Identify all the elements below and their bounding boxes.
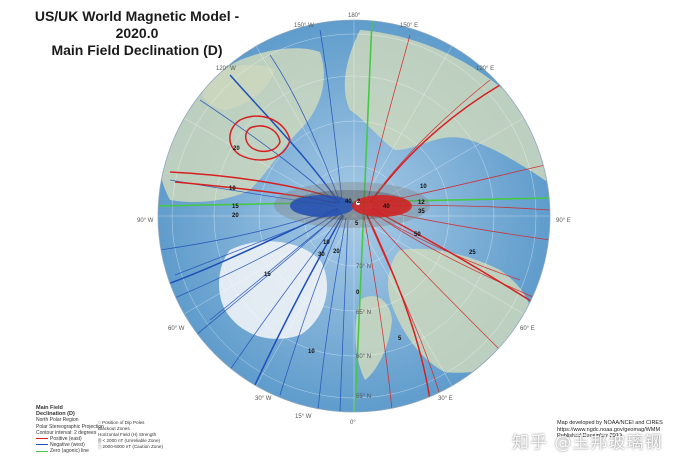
contour-label: 5 <box>355 221 359 227</box>
longitude-label: 30° W <box>255 396 272 402</box>
contour-label: 15 <box>232 204 239 210</box>
map-title: US/UK World Magnetic Model - 2020.0 Main… <box>22 8 252 59</box>
dip-pole-marker <box>356 201 360 205</box>
contour-label: 12 <box>418 200 425 206</box>
positive-contours-major <box>169 84 546 401</box>
blackout-legend: ○ Position of Dip Poles Blackout Zones H… <box>98 420 163 450</box>
legend-interval: Contour interval: 2 degrees <box>36 429 97 436</box>
contour-label: 15 <box>264 272 271 278</box>
contour-label: 0 <box>356 290 360 296</box>
contour-label: 10 <box>420 184 427 190</box>
latitude-label: 55° N <box>356 394 371 400</box>
longitude-label: 120° E <box>476 66 494 72</box>
longitude-label: 60° W <box>168 326 185 332</box>
longitude-label: 90° E <box>556 218 571 224</box>
landmass-asia <box>344 30 550 185</box>
legend-blackout-heading: Blackout Zones <box>98 426 130 431</box>
contour-label: 30 <box>318 252 325 258</box>
legend-positive: Positive (east) <box>36 436 104 442</box>
contour-label: 20 <box>333 249 340 255</box>
legend-zero: Zero (agonic) line <box>36 448 104 454</box>
landmass-greenland <box>218 241 328 339</box>
contour-label: 40 <box>383 204 390 210</box>
zero-swatch <box>36 450 48 452</box>
contour-label: 10 <box>308 349 315 355</box>
longitude-label: 150° E <box>400 23 418 29</box>
longitude-label: 15° W <box>295 414 312 420</box>
longitude-label: 180° <box>348 13 361 19</box>
negative-pole-region <box>290 195 354 217</box>
negative-contours-major <box>164 74 344 386</box>
latitude-label: 65° N <box>356 310 371 316</box>
legend-blackout-zone2: ░ 2000-6000 nT (Caution Zone) <box>98 444 163 449</box>
negative-swatch <box>36 444 48 446</box>
latitude-label: 70° N <box>356 264 371 270</box>
positive-pole-region <box>352 195 412 217</box>
globe-outline <box>157 19 551 413</box>
map-credit: Map developed by NOAA/NCEI and CIRES htt… <box>557 420 663 440</box>
longitude-label: 60° E <box>520 326 535 332</box>
contour-label: 40 <box>345 199 352 205</box>
graticule-parallels <box>171 33 537 399</box>
contour-label: 10 <box>323 240 330 246</box>
longitude-label: 150° W <box>294 23 314 29</box>
contour-label: 25 <box>469 250 476 256</box>
legend-blackout-zone1: ▒ < 2000 nT (Unreliable Zone) <box>98 438 161 443</box>
longitude-label: 0° <box>350 420 356 426</box>
contour-label: 2 <box>357 199 361 205</box>
longitude-label: 120° W <box>216 66 236 72</box>
contour-label: 10 <box>229 186 236 192</box>
legend-projection: Polar Stereographic Projection <box>36 423 104 430</box>
landmass-alaska <box>200 64 275 110</box>
legend-dip-pole: ○ Position of Dip Poles <box>98 420 145 425</box>
contour-label: 35 <box>418 209 425 215</box>
zhihu-watermark: 知乎 @玉邦玻璃钢 <box>512 433 663 453</box>
agonic-line-horizontal <box>158 197 550 207</box>
map-legend: Main Field Declination (D) North Polar R… <box>36 405 104 455</box>
title-line-1: US/UK World Magnetic Model - 2020.0 <box>34 8 240 41</box>
legend-region: North Polar Region <box>36 417 79 424</box>
latitude-label: 60° N <box>356 354 371 360</box>
landmass-scandinavia <box>355 296 392 380</box>
legend-negative: Negative (west) <box>36 442 104 448</box>
longitude-label: 90° W <box>137 218 154 224</box>
contour-label: 20 <box>233 146 240 152</box>
contour-label: 5 <box>398 336 402 342</box>
credit-line-1: Map developed by NOAA/NCEI and CIRES <box>557 420 663 426</box>
positive-contours <box>363 34 550 411</box>
legend-heading-2: Declination (D) <box>36 411 75 418</box>
contour-label: 20 <box>232 213 239 219</box>
longitude-label: 30° E <box>438 396 453 402</box>
credit-line-2: https://www.ngdc.noaa.gov/geomag/WMM <box>557 426 661 433</box>
contour-label: 50 <box>414 232 421 238</box>
legend-blackout-sub: Horizontal Field (H) Strength <box>98 432 157 437</box>
legend-heading: Main Field <box>36 405 63 411</box>
agonic-line-vertical <box>354 20 373 412</box>
credit-line-3: Published December 2019 <box>557 433 622 439</box>
positive-swatch <box>36 438 48 440</box>
title-line-2: Main Field Declination (D) <box>51 42 223 58</box>
